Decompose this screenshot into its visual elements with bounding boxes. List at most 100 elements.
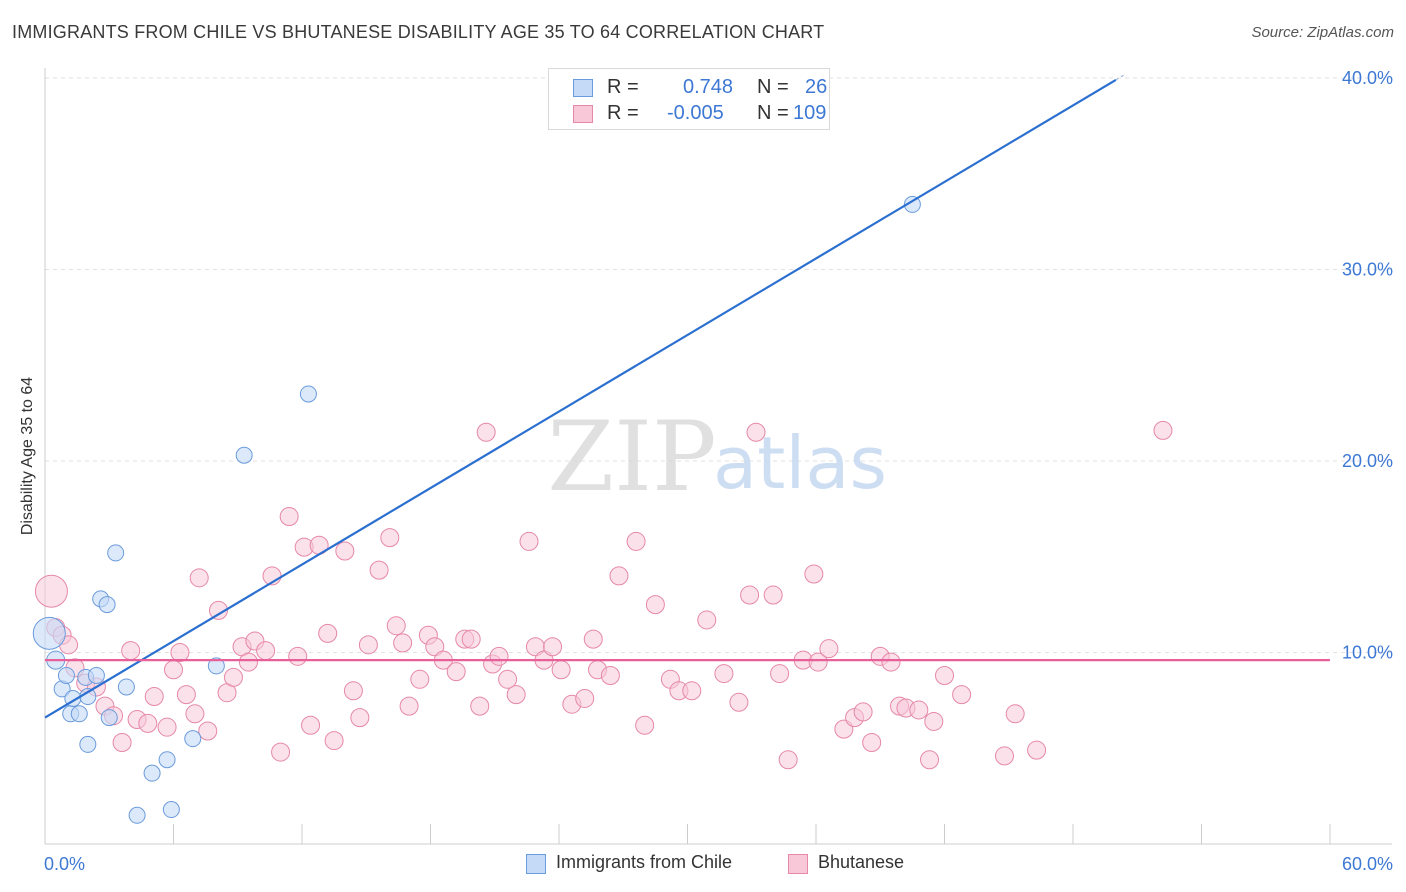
- chile-point: [158, 751, 176, 769]
- bhutanese-point: [476, 422, 496, 442]
- bhutanese-point: [393, 633, 413, 653]
- bhutanese-point: [335, 541, 355, 561]
- chile-point: [184, 730, 202, 748]
- bhutanese-point: [543, 637, 563, 657]
- bhutanese-point: [410, 669, 430, 689]
- legend: Immigrants from Chile Bhutanese: [0, 852, 1406, 878]
- chile-point: [207, 657, 225, 675]
- bhutanese-point: [909, 700, 929, 720]
- legend-label-chile: Immigrants from Chile: [556, 852, 733, 872]
- bhutanese-point: [498, 669, 518, 689]
- bhutanese-point: [144, 687, 164, 707]
- bhutanese-point: [138, 713, 158, 733]
- bhutanese-point: [1153, 420, 1173, 440]
- chile-point: [128, 806, 146, 824]
- y-tick-label: 20.0%: [1342, 451, 1393, 471]
- tick-labels: 10.0% 20.0% 30.0% 40.0% 0.0% 60.0%: [44, 68, 1393, 874]
- bhutanese-point: [575, 688, 595, 708]
- bhutanese-point: [176, 685, 196, 705]
- bhutanese-point: [324, 731, 344, 751]
- axes: [44, 68, 1392, 845]
- bhutanese-point: [600, 665, 620, 685]
- chile-point: [70, 705, 88, 723]
- bhutanese-point: [425, 637, 445, 657]
- chile-point: [57, 666, 75, 684]
- bhutanese-point: [238, 652, 258, 672]
- bhutanese-point: [170, 643, 190, 662]
- x-tick-label-max: 60.0%: [1342, 854, 1393, 874]
- watermark-zip: ZIP: [547, 401, 716, 513]
- bhutanese-point: [358, 635, 378, 655]
- watermark: ZIP atlas: [547, 401, 887, 513]
- bhutanese-point: [318, 623, 338, 643]
- n-value: 26: [805, 76, 828, 98]
- chile-point: [79, 735, 97, 753]
- bhutanese-point: [34, 574, 68, 608]
- watermark-atlas: atlas: [713, 421, 887, 505]
- chart-title: IMMIGRANTS FROM CHILE VS BHUTANESE DISAB…: [12, 22, 825, 42]
- r-value: 0.748: [683, 76, 734, 98]
- bhutanese-point: [740, 585, 760, 605]
- bhutanese-point: [519, 531, 539, 551]
- bhutanese-point: [714, 664, 734, 684]
- bhutanese-point: [112, 733, 132, 753]
- bhutanese-point: [198, 721, 218, 741]
- source-label: Source: ZipAtlas.com: [1251, 24, 1394, 41]
- bhutanese-point: [223, 667, 243, 687]
- trend-lines: [44, 74, 1330, 719]
- chile-legend-swatch: [526, 854, 546, 874]
- bhutanese-point: [551, 660, 571, 680]
- bhutanese-point: [380, 528, 400, 548]
- bhutanese-point: [645, 595, 665, 615]
- chile-point: [87, 666, 105, 684]
- bhutanese-point: [881, 652, 901, 672]
- y-tick-label: 30.0%: [1342, 260, 1393, 280]
- bhutanese-point: [279, 507, 299, 527]
- bhutanese-point: [288, 646, 308, 666]
- r-label: R =: [607, 102, 639, 124]
- chile-point: [117, 678, 135, 696]
- r-value: -0.005: [667, 102, 724, 124]
- chile-swatch: [573, 79, 593, 97]
- bhutanese-point: [301, 715, 321, 735]
- bhutanese-point: [208, 600, 228, 620]
- bhutanese-point: [853, 702, 873, 722]
- bhutanese-point: [729, 692, 749, 712]
- bhutanese-point: [157, 717, 177, 737]
- x-tick-label-min: 0.0%: [44, 854, 85, 874]
- n-label: N =: [757, 102, 789, 124]
- bhutanese-point: [461, 629, 481, 649]
- chile-trend-line: [44, 78, 1117, 719]
- chile-point: [32, 616, 66, 650]
- r-label: R =: [607, 76, 639, 98]
- bhutanese-point: [583, 629, 603, 649]
- chile-point: [299, 385, 317, 403]
- bhutanese-point: [164, 660, 183, 680]
- bhutan-legend-swatch: [788, 854, 808, 874]
- bhutanese-point: [697, 610, 717, 630]
- bhutanese-point: [1027, 740, 1047, 760]
- bhutanese-point: [446, 662, 466, 682]
- chile-point: [98, 596, 116, 614]
- bhutanese-point: [489, 646, 509, 666]
- bhutanese-point: [770, 664, 790, 684]
- bhutanese-point: [746, 422, 766, 442]
- chile-point: [235, 446, 253, 464]
- legend-label-bhutan: Bhutanese: [818, 852, 905, 872]
- chile-point: [107, 544, 125, 562]
- y-tick-label: 10.0%: [1342, 643, 1393, 663]
- bhutanese-points: [34, 420, 1173, 770]
- n-label: N =: [757, 76, 789, 98]
- chile-point: [903, 195, 921, 213]
- bhutanese-point: [994, 746, 1014, 766]
- n-value: 109: [793, 102, 827, 124]
- bhutanese-point: [862, 733, 882, 753]
- bhutanese-point: [506, 685, 526, 705]
- bhutanese-point: [935, 665, 954, 685]
- bhutanese-point: [635, 715, 655, 735]
- stats-box: R = 0.748 N = 26 R = -0.005 N = 109: [548, 68, 830, 130]
- bhutanese-point: [920, 750, 940, 770]
- bhutanese-point: [271, 742, 291, 762]
- bhutanese-point: [626, 531, 646, 551]
- bhutanese-point: [369, 560, 389, 580]
